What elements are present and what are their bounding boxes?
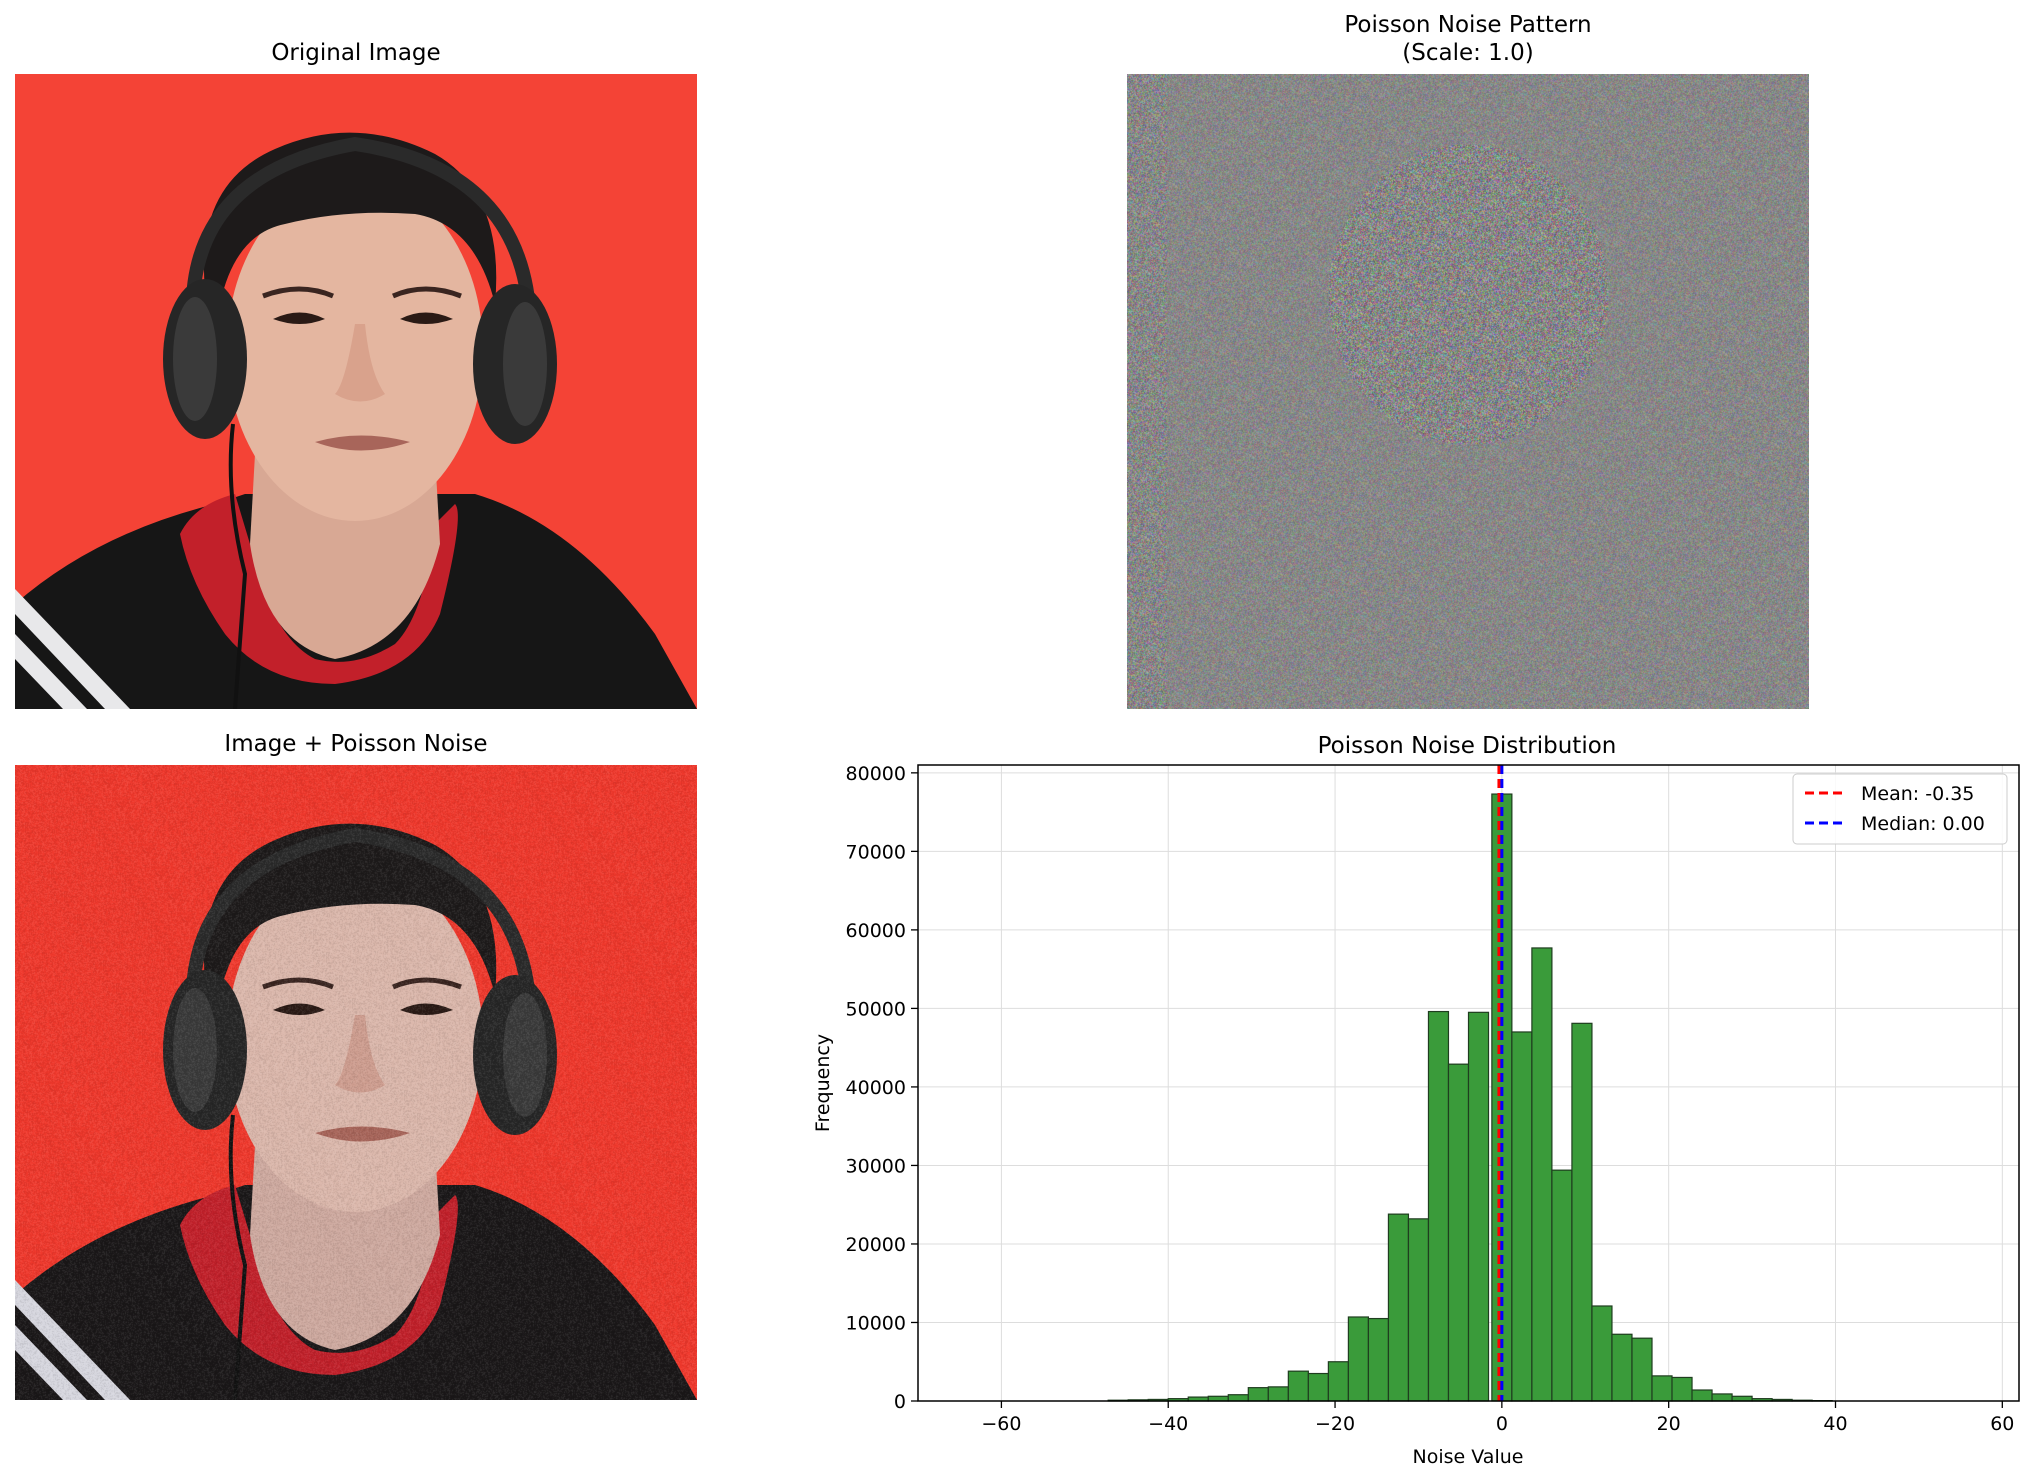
- y-tick-label: 30000: [846, 1155, 906, 1177]
- y-tick-label: 10000: [846, 1312, 906, 1334]
- original-image-title: Original Image: [271, 40, 441, 66]
- legend-mean-label: Mean: -0.35: [1861, 783, 1974, 805]
- x-tick-label: 60: [1990, 1413, 2014, 1435]
- histogram-bar: [1611, 1333, 1633, 1402]
- noise-pattern-title-line1: Poisson Noise Pattern: [1344, 12, 1592, 38]
- histogram-bars: [1107, 793, 1833, 1402]
- x-tick-label: 0: [1496, 1413, 1508, 1435]
- legend-median-label: Median: 0.00: [1861, 813, 1985, 835]
- chart-title: Poisson Noise Distribution: [1318, 733, 1617, 759]
- histogram-bar: [1631, 1337, 1653, 1402]
- x-tick-label: 40: [1823, 1413, 1847, 1435]
- noisy-image-title: Image + Poisson Noise: [224, 731, 488, 757]
- reference-lines: [1497, 765, 1504, 1401]
- histogram-bar: [1327, 1361, 1349, 1402]
- y-tick-label: 40000: [846, 1077, 906, 1099]
- histogram-bar: [1367, 1317, 1390, 1402]
- histogram-bar: [1591, 1305, 1613, 1402]
- histogram-bar: [1711, 1393, 1733, 1402]
- histogram-bar: [1511, 1031, 1533, 1402]
- y-tick-label: 80000: [846, 763, 906, 785]
- histogram-bar: [1571, 1022, 1593, 1402]
- histogram-bar: [1671, 1376, 1693, 1402]
- y-tick-label: 50000: [846, 998, 906, 1020]
- y-tick-label: 60000: [846, 920, 906, 942]
- histogram-bar: [1227, 1394, 1249, 1402]
- x-axis-ticks: −60 −40 −20 0 20 40 60: [981, 1401, 2014, 1435]
- noise-pattern-title-line2: (Scale: 1.0): [1402, 40, 1534, 66]
- original-image: [15, 74, 697, 709]
- histogram-bar: [1407, 1218, 1430, 1402]
- histogram-bar: [1387, 1213, 1410, 1402]
- noise-canvas: [1127, 74, 1809, 709]
- y-tick-label: 70000: [846, 841, 906, 863]
- y-axis-label: Frequency: [812, 1034, 834, 1132]
- original-portrait: [15, 74, 697, 709]
- histogram-bar: [1427, 1010, 1450, 1402]
- histogram-bar: [1447, 1063, 1470, 1402]
- histogram-bar: [1287, 1370, 1309, 1402]
- y-axis-ticks: 0 10000 20000 30000 40000 50000 60000 70000 8000…: [846, 763, 918, 1413]
- legend: Mean: -0.35 Median: 0.00: [1792, 773, 2008, 845]
- histogram-bar: [1691, 1389, 1713, 1402]
- noise-pattern-title: Poisson Noise Pattern (Scale: 1.0): [1127, 11, 1809, 67]
- noise-pattern-image: [1127, 74, 1809, 709]
- histogram-bar: [1551, 1169, 1573, 1402]
- x-tick-label: −20: [1315, 1413, 1355, 1435]
- x-tick-label: 20: [1657, 1413, 1681, 1435]
- histogram-bar: [1307, 1372, 1329, 1402]
- x-tick-label: −40: [1148, 1413, 1188, 1435]
- noise-grain-overlay: [15, 765, 697, 1400]
- histogram-bar: [1267, 1386, 1289, 1402]
- histogram-bar: [1347, 1316, 1370, 1402]
- histogram-bar: [1247, 1387, 1269, 1402]
- histogram-bar: [1651, 1375, 1673, 1402]
- legend-box: [1792, 773, 2008, 845]
- x-axis-label: Noise Value: [1413, 1446, 1524, 1468]
- y-tick-label: 0: [894, 1391, 906, 1413]
- noisy-image: [15, 765, 697, 1400]
- y-tick-label: 20000: [846, 1234, 906, 1256]
- x-tick-label: −60: [981, 1413, 1021, 1435]
- histogram-bar: [1467, 1011, 1490, 1402]
- plot-frame: [917, 764, 2020, 1402]
- histogram-bar: [1531, 947, 1553, 1402]
